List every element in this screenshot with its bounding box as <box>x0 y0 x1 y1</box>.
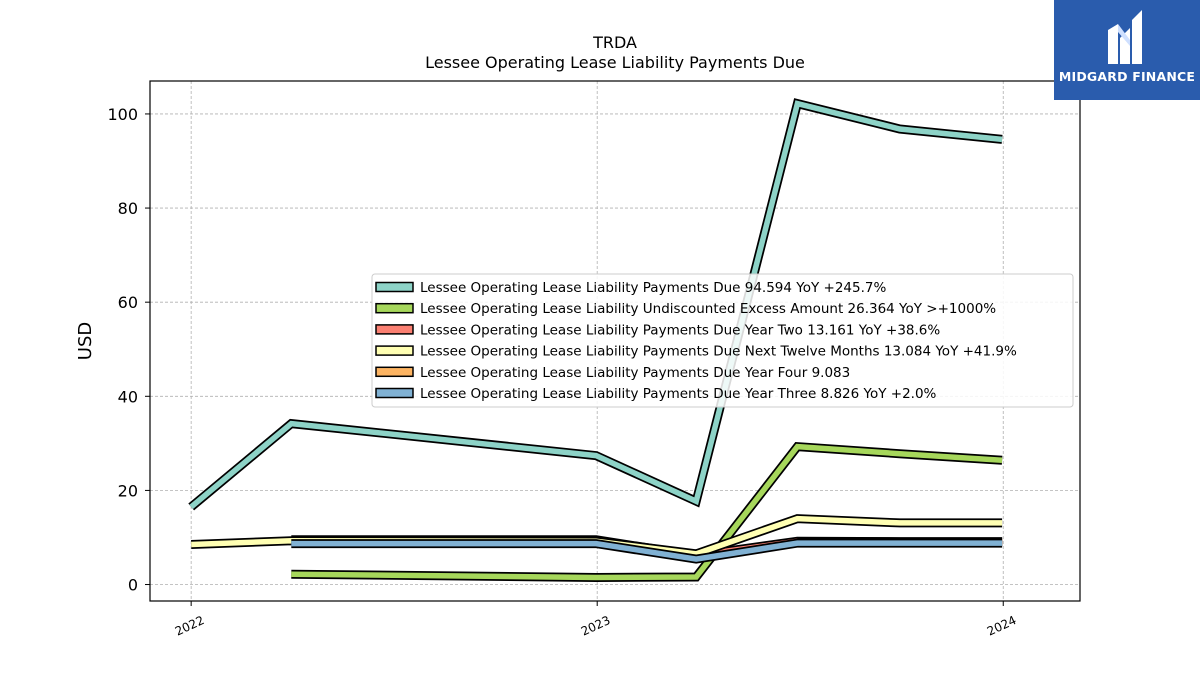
series-1 <box>291 441 1003 583</box>
series-line <box>189 100 1003 510</box>
y-tick-label: 60 <box>118 293 138 312</box>
y-tick-label: 0 <box>128 576 138 595</box>
series-5 <box>291 538 1003 564</box>
legend-swatch <box>375 345 414 356</box>
y-tick-label: 80 <box>118 199 138 218</box>
midgard-m-logo-icon <box>1108 10 1142 64</box>
legend-swatch <box>375 366 414 378</box>
legend-box <box>371 273 1074 408</box>
series-line <box>291 443 1003 581</box>
series-line <box>291 540 1003 562</box>
x-tick-label: 2024 <box>985 613 1019 639</box>
legend-label: Lessee Operating Lease Liability Payment… <box>420 386 937 402</box>
y-tick-label: 20 <box>118 481 138 500</box>
brand-name: MIDGARD FINANCE <box>1058 69 1196 84</box>
series-0 <box>188 98 1003 511</box>
legend-item: Lessee Operating Lease Liability Payment… <box>375 322 940 338</box>
legend-item: Lessee Operating Lease Liability Payment… <box>375 280 886 296</box>
legend-item: Lessee Operating Lease Liability Payment… <box>375 365 850 381</box>
legend-label: Lessee Operating Lease Liability Undisco… <box>420 301 996 317</box>
legend-label: Lessee Operating Lease Liability Payment… <box>420 344 1017 360</box>
chart-subtitle: Lessee Operating Lease Liability Payment… <box>425 53 805 72</box>
legend: Lessee Operating Lease Liability Payment… <box>371 273 1074 408</box>
legend-item: Lessee Operating Lease Liability Payment… <box>375 386 937 402</box>
x-tick-label: 2023 <box>579 613 613 639</box>
brand-logo: MIDGARD FINANCE <box>1054 0 1200 100</box>
legend-label: Lessee Operating Lease Liability Payment… <box>420 280 886 296</box>
legend-swatch <box>375 281 414 293</box>
x-tick-label: 2022 <box>173 613 207 639</box>
legend-label: Lessee Operating Lease Liability Payment… <box>420 365 850 381</box>
legend-swatch <box>375 324 414 335</box>
chart-title: TRDA <box>592 33 637 52</box>
legend-label: Lessee Operating Lease Liability Payment… <box>420 322 940 338</box>
legend-swatch <box>375 387 414 399</box>
y-axis-label: USD <box>75 322 96 360</box>
y-tick-label: 40 <box>118 387 138 406</box>
y-tick-label: 100 <box>107 105 138 124</box>
legend-item: Lessee Operating Lease Liability Undisco… <box>375 301 996 317</box>
legend-item: Lessee Operating Lease Liability Payment… <box>375 344 1017 360</box>
series-lines <box>188 98 1003 583</box>
plot-frame <box>149 80 1081 602</box>
legend-swatch <box>375 302 414 314</box>
